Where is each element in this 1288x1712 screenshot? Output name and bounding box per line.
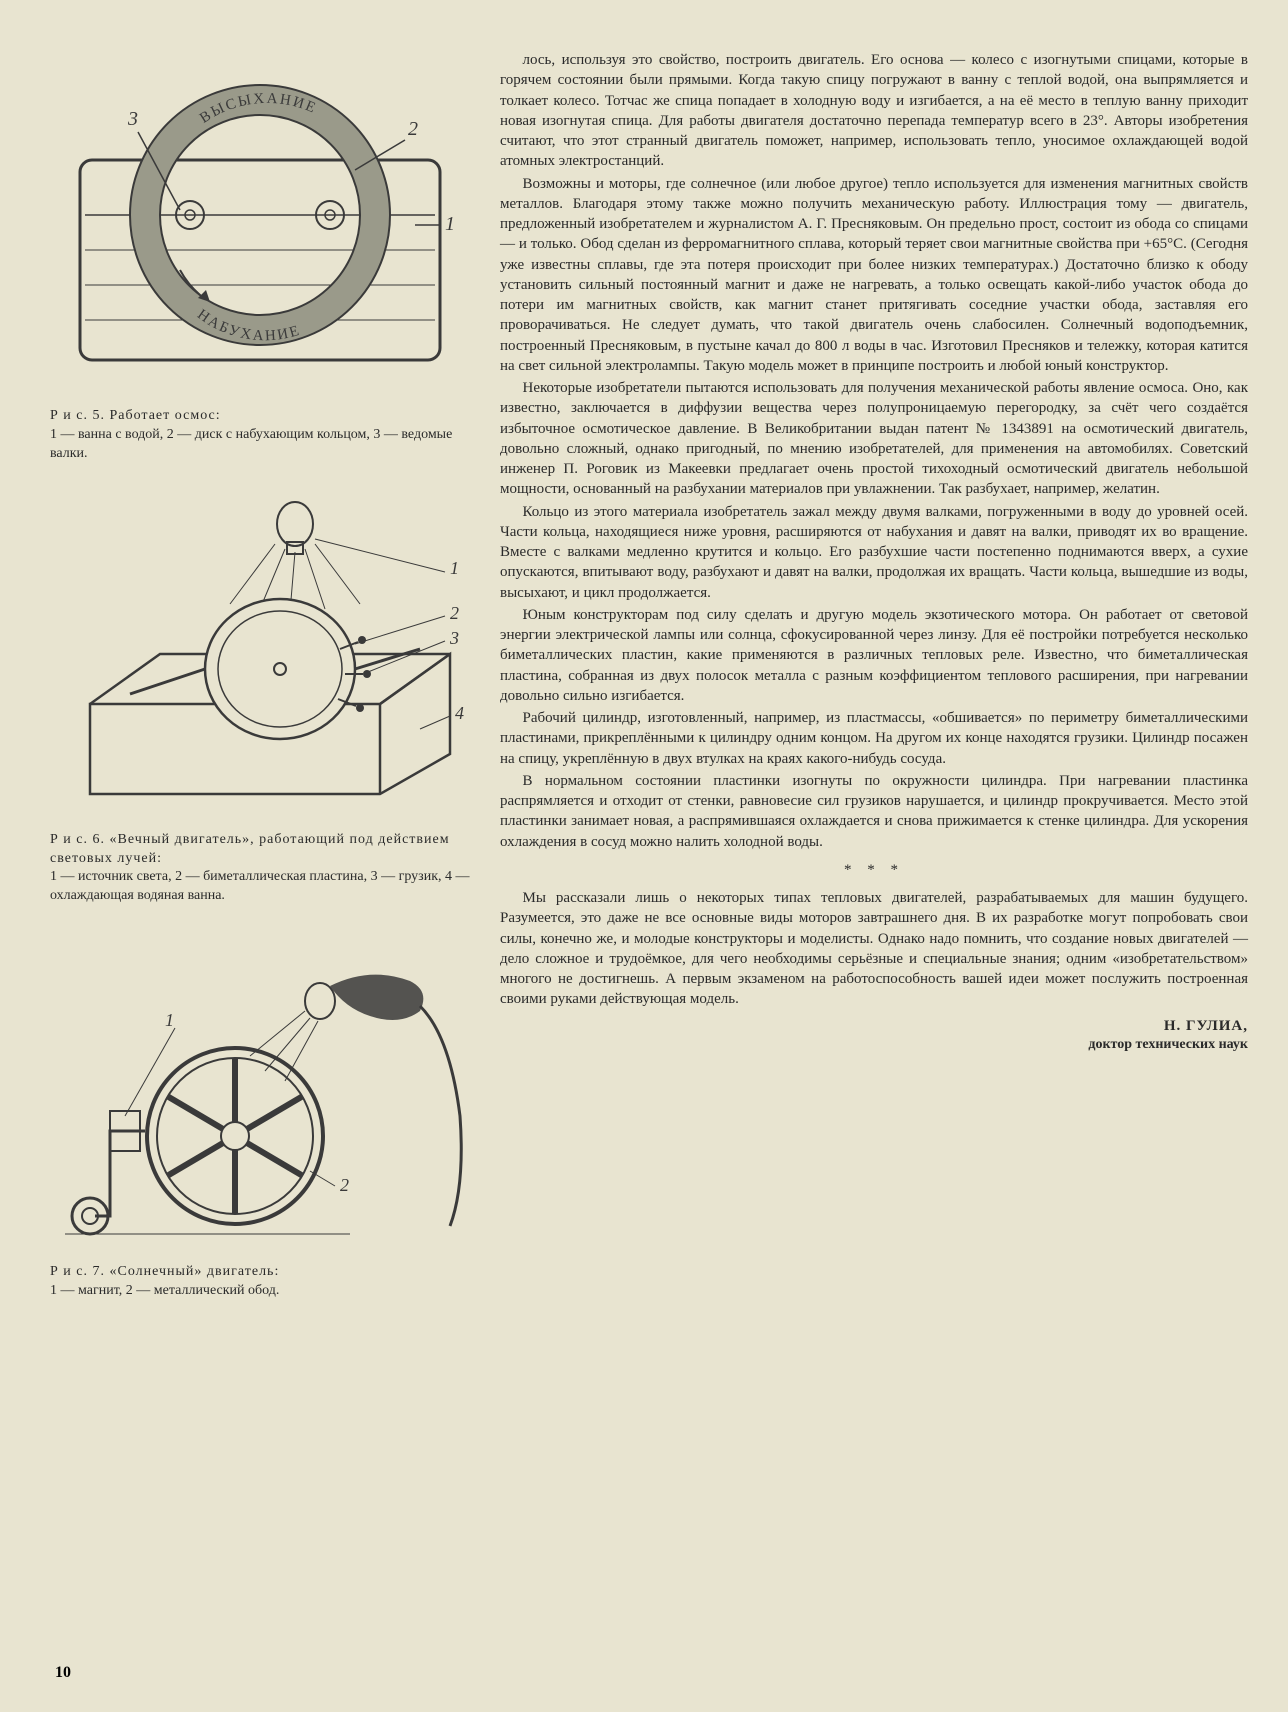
fig5-title: Р и с. 5. Работает осмос: [50,408,221,423]
paragraph-8: Мы рассказали лишь о некоторых типах теп… [500,888,1248,1010]
left-column: ВЫСЫХАНИЕ НАБУХАНИЕ 3 2 1 [50,50,470,1672]
fig5-callout-2: 2 [408,118,418,140]
fig7-caption-text: 1 — магнит, 2 — металлический обод. [50,1283,279,1298]
fig7-title: Р и с. 7. «Солнечный» двигатель: [50,1264,279,1279]
paragraph-7: В нормальном состоянии пластинки изогнут… [500,771,1248,852]
fig6-caption-text: 1 — источник света, 2 — биметаллическая … [50,869,470,903]
figure-5-image: ВЫСЫХАНИЕ НАБУХАНИЕ 3 2 1 [50,50,470,395]
paragraph-6: Рабочий цилиндр, изготовленный, например… [500,708,1248,769]
figure-5-caption: Р и с. 5. Работает осмос: 1 — ванна с во… [50,407,470,464]
figure-7-image: 1 2 [50,936,470,1251]
figure-5: ВЫСЫХАНИЕ НАБУХАНИЕ 3 2 1 [50,50,470,464]
fig6-callout-2: 2 [450,603,459,623]
fig6-title: Р и с. 6. «Вечный двигатель», работающий… [50,832,450,866]
fig5-callout-1: 1 [445,213,455,235]
figure-6: 1 2 3 4 Р и с. 6. «Вечный двигатель», ра… [50,494,470,907]
figure-6-caption: Р и с. 6. «Вечный двигатель», работающий… [50,831,470,907]
figure-7: 1 2 Р и с. 7. «Солнечный» двигатель: 1 —… [50,936,470,1301]
fig6-callout-3: 3 [449,628,459,648]
fig6-callout-4: 4 [455,703,464,723]
author-subtitle: доктор технических наук [500,1036,1248,1055]
fig7-callout-2: 2 [340,1175,349,1195]
page-number: 10 [55,1664,71,1682]
paragraph-1: лось, используя это свойство, построить … [500,50,1248,172]
fig5-callout-3: 3 [127,108,138,130]
separator: * * * [500,860,1248,880]
paragraph-3: Некоторые изобретатели пытаются использо… [500,378,1248,500]
figure-6-image: 1 2 3 4 [50,494,470,819]
figure-7-caption: Р и с. 7. «Солнечный» двигатель: 1 — маг… [50,1263,470,1301]
fig5-caption-text: 1 — ванна с водой, 2 — диск с набухающим… [50,427,452,461]
fig7-callout-1: 1 [165,1010,174,1030]
paragraph-2: Возможны и моторы, где солнечное (или лю… [500,174,1248,377]
paragraph-4: Кольцо из этого материала изобретатель з… [500,502,1248,603]
author-name: Н. ГУЛИА, [500,1016,1248,1036]
fig6-callout-1: 1 [450,558,459,578]
right-column: лось, используя это свойство, построить … [500,50,1248,1672]
paragraph-5: Юным конструкторам под силу сделать и др… [500,605,1248,706]
